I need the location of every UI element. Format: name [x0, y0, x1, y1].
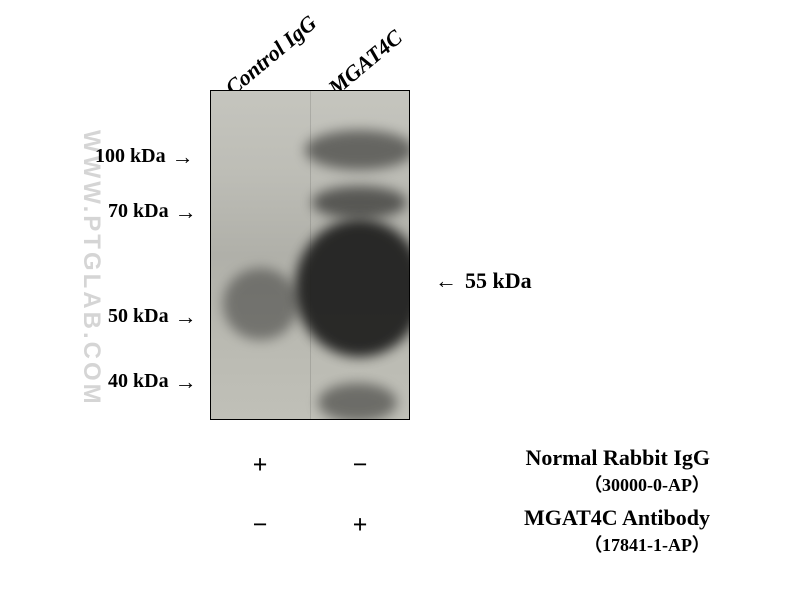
mw-label: 70 kDa [108, 200, 169, 223]
target-band-text: 55 kDa [465, 268, 532, 294]
mw-marker-100: 100 kDa → [95, 145, 194, 168]
row1-lane1-sign: + [245, 450, 275, 480]
mw-marker-70: 70 kDa → [108, 200, 197, 223]
western-blot-image [210, 90, 410, 420]
mw-marker-50: 50 kDa → [108, 305, 197, 328]
band [312, 186, 407, 219]
watermark-text: WWW.PTGLAB.COM [77, 130, 105, 407]
band [318, 383, 397, 420]
mw-label: 40 kDa [108, 370, 169, 393]
row1-ab-name: Normal Rabbit IgG [420, 445, 710, 471]
row1-antibody-info: Normal Rabbit IgG （30000-0-AP） [420, 445, 710, 497]
arrow-right-icon: → [175, 371, 197, 393]
row2-ab-cat: （17841-1-AP） [420, 531, 710, 557]
blot-background [211, 91, 409, 419]
arrow-right-icon: → [175, 306, 197, 328]
arrow-right-icon: → [175, 201, 197, 223]
arrow-right-icon: → [172, 146, 194, 168]
mw-marker-40: 40 kDa → [108, 370, 197, 393]
arrow-left-icon: ← [435, 270, 457, 292]
row1-lane2-sign: − [345, 450, 375, 480]
row1-ab-cat: （30000-0-AP） [420, 471, 710, 497]
mw-label: 100 kDa [95, 145, 166, 168]
band [295, 219, 410, 357]
row2-antibody-info: MGAT4C Antibody （17841-1-AP） [420, 505, 710, 557]
row2-lane1-sign: − [245, 510, 275, 540]
band [305, 130, 410, 169]
row2-lane2-sign: + [345, 510, 375, 540]
band [223, 268, 298, 340]
row2-ab-name: MGAT4C Antibody [420, 505, 710, 531]
mw-label: 50 kDa [108, 305, 169, 328]
figure-container: WWW.PTGLAB.COM Control IgG MGAT4C 100 kD… [0, 0, 800, 600]
target-band-label: ← 55 kDa [435, 268, 532, 294]
lane-header-control: Control IgG [220, 10, 321, 101]
